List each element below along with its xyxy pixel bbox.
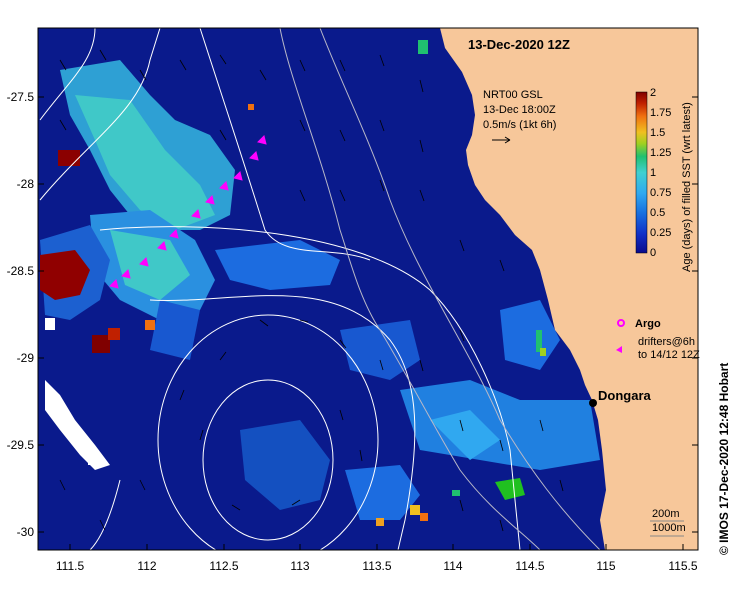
current-vectors <box>59 49 564 532</box>
isobath-lines <box>279 28 601 550</box>
colorbar-tick: 0 <box>650 247 656 259</box>
colorbar-gradient <box>635 91 648 254</box>
colorbar-tick: 0.5 <box>650 207 665 219</box>
colorbar-tick: 2 <box>650 87 656 99</box>
drifter-legend-line1: drifters@6h <box>638 336 695 348</box>
lat-label: -29.5 <box>7 438 35 452</box>
place-label-dongara: Dongara <box>598 388 652 403</box>
lat-label: -29 <box>17 351 35 365</box>
colorbar-label: Age (days) of filled SST (wrt latest) <box>681 102 693 272</box>
current-legend-line1: NRT00 GSL <box>483 89 543 101</box>
lat-label: -28 <box>17 177 35 191</box>
lat-label: -28.5 <box>7 264 35 278</box>
colorbar-tick: 1 <box>650 167 656 179</box>
lon-label: 112 <box>137 559 156 573</box>
argo-legend: Argo drifters@6h to 14/12 12Z <box>616 318 700 361</box>
latitude-axis: -27.5 -28 -28.5 -29 -29.5 -30 <box>7 90 698 539</box>
colorbar-tick: 0.75 <box>650 187 671 199</box>
contour-legend-200m: 200m <box>652 508 680 520</box>
colorbar: 0 0.25 0.5 0.75 1 1.25 1.5 1.75 2 Age (d… <box>635 87 693 272</box>
credit-text: © IMOS 17-Dec-2020 12:48 Hobart <box>717 363 731 555</box>
lon-label: 112.5 <box>209 559 238 573</box>
drifter-legend-line2: to 14/12 12Z <box>638 349 700 361</box>
current-legend: NRT00 GSL 13-Dec 18:00Z 0.5m/s (1kt 6h) <box>483 89 556 144</box>
lon-label: 114.5 <box>515 559 544 573</box>
current-legend-line2: 13-Dec 18:00Z <box>483 104 556 116</box>
land-mass <box>440 28 698 550</box>
lon-label: 111.5 <box>56 559 85 573</box>
colorbar-tick: 1.25 <box>650 147 671 159</box>
contour-lines <box>39 28 521 550</box>
map-title: 13-Dec-2020 12Z <box>468 37 570 52</box>
sst-patches <box>40 40 600 526</box>
drifter-icon <box>616 346 622 353</box>
colorbar-tick: 1.75 <box>650 107 671 119</box>
lat-label: -27.5 <box>7 90 35 104</box>
contour-legend-1000m: 1000m <box>652 522 686 534</box>
colorbar-tick: 1.5 <box>650 127 665 139</box>
plot-area <box>38 28 698 550</box>
colorbar-tick: 0.25 <box>650 227 671 239</box>
lon-label: 113 <box>290 559 309 573</box>
lon-label: 114 <box>443 559 462 573</box>
contour-legend: 200m 1000m <box>650 508 686 537</box>
lon-label: 115 <box>596 559 615 573</box>
current-legend-line3: 0.5m/s (1kt 6h) <box>483 119 556 131</box>
lon-label: 113.5 <box>362 559 391 573</box>
dongara-marker <box>589 399 597 407</box>
lon-label: 115.5 <box>668 559 697 573</box>
longitude-axis: 111.5 112 112.5 113 113.5 114 114.5 115 … <box>56 544 698 573</box>
argo-label: Argo <box>635 318 661 330</box>
lat-label: -30 <box>17 525 35 539</box>
plot-frame <box>37 27 699 551</box>
drifter-tracks <box>109 135 267 289</box>
argo-icon <box>617 319 625 327</box>
